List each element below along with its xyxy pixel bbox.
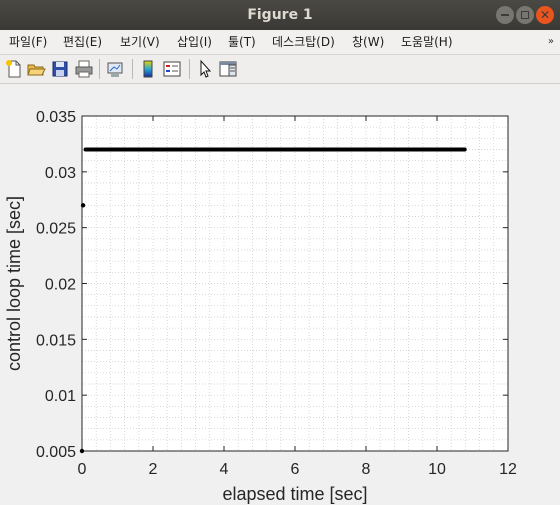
menu-insert[interactable]: 삽입(I)	[177, 35, 212, 49]
y-axis-label: control loop time [sec]	[4, 196, 24, 371]
x-tick-labels: 0 2 4 6 8 10 12	[78, 461, 517, 478]
menu-view[interactable]: 보기(V)	[120, 35, 160, 49]
toolbar-separator	[132, 59, 133, 79]
data-point	[80, 203, 86, 208]
x-tick-label: 0	[78, 461, 87, 478]
menu-help[interactable]: 도움말(H)	[401, 35, 453, 49]
y-tick-label: 0.02	[45, 277, 76, 294]
menu-edit[interactable]: 편집(E)	[63, 35, 103, 49]
minimize-icon	[501, 14, 509, 16]
data-points	[79, 147, 467, 454]
x-tick-label: 4	[220, 461, 229, 478]
toolbar-separator	[189, 59, 190, 79]
property-editor-icon[interactable]	[218, 59, 238, 79]
plot-svg: 0 2 4 6 8 10 12 0.0050.010.0150.020.0250.030.0…	[4, 109, 517, 504]
menu-window[interactable]: 창(W)	[352, 35, 385, 49]
maximize-button[interactable]	[516, 6, 534, 24]
x-tick-label: 6	[291, 461, 300, 478]
toolbar-separator	[99, 59, 100, 79]
close-icon: ✕	[539, 8, 551, 22]
y-tick-label: 0.005	[36, 444, 76, 461]
new-figure-icon[interactable]	[4, 59, 24, 79]
y-tick-label: 0.015	[36, 332, 76, 349]
y-tick-label: 0.035	[36, 109, 76, 126]
open-file-icon[interactable]	[26, 59, 46, 79]
double-chevron-icon[interactable]: »	[547, 36, 554, 47]
y-tick-label: 0.01	[45, 388, 76, 405]
data-point	[462, 147, 467, 152]
maximize-icon	[521, 11, 529, 19]
menu-bar: 파일(F) 편집(E) 보기(V) 삽입(I) 툴(T) 데스크탑(D) 창(W…	[0, 30, 560, 55]
close-button[interactable]: ✕	[536, 6, 554, 24]
data-point	[79, 448, 85, 454]
tick-marks	[81, 115, 509, 452]
menu-tools[interactable]: 툴(T)	[228, 35, 256, 49]
title-bar: Figure 1 ✕	[0, 0, 560, 30]
grid-lines	[82, 116, 508, 451]
window-title: Figure 1	[247, 7, 313, 23]
link-plot-icon[interactable]	[105, 59, 125, 79]
toolbar	[0, 55, 560, 84]
y-tick-labels: 0.005 0.01 0.015 0.02 0.025 0.03 0.035	[36, 109, 76, 461]
x-tick-label: 2	[149, 461, 158, 478]
print-icon[interactable]	[74, 59, 94, 79]
menu-desktop[interactable]: 데스크탑(D)	[272, 35, 335, 49]
menu-file[interactable]: 파일(F)	[9, 35, 48, 49]
y-tick-label: 0.03	[45, 165, 76, 182]
legend-icon[interactable]	[162, 59, 182, 79]
pointer-icon[interactable]	[195, 59, 215, 79]
x-tick-label: 12	[499, 461, 517, 478]
x-axis-label: elapsed time [sec]	[222, 484, 367, 504]
minimize-button[interactable]	[496, 6, 514, 24]
figure-canvas[interactable]: 0 2 4 6 8 10 12 0.005 0.01 0.015 0.02 0.025 0.03 0.0…	[0, 84, 560, 505]
colorbar-icon[interactable]	[138, 59, 158, 79]
save-icon[interactable]	[50, 59, 70, 79]
x-tick-label: 10	[428, 461, 446, 478]
x-tick-label: 8	[362, 461, 371, 478]
y-tick-label: 0.025	[36, 221, 76, 238]
